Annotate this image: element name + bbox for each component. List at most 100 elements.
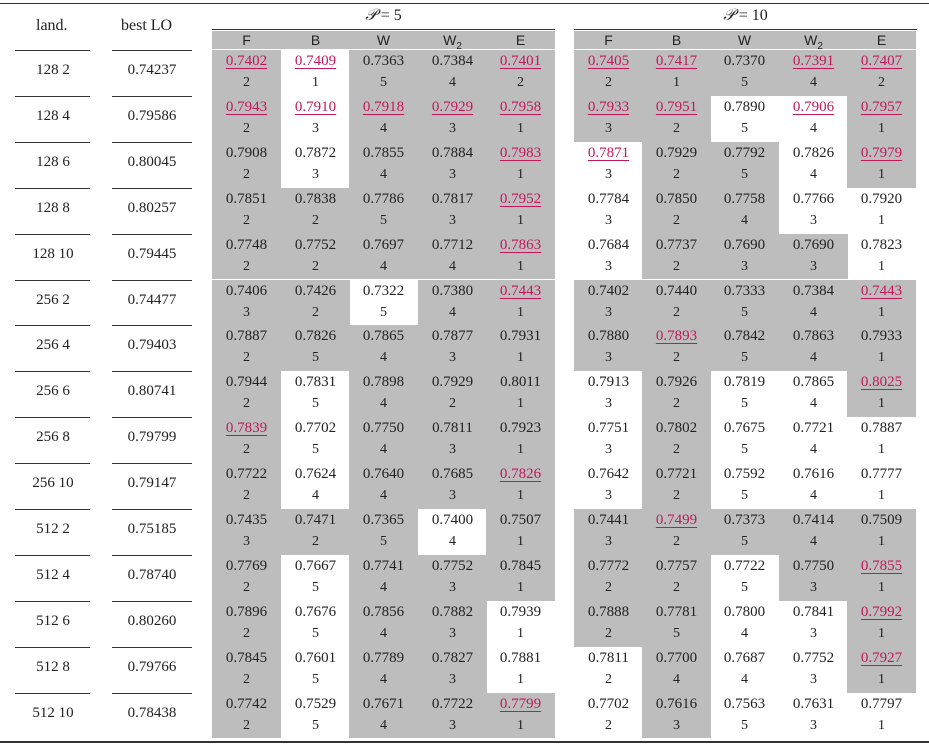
score-cell-p10: 0.7863 4 [779, 325, 848, 372]
score-cell-p10: 0.7784 3 [574, 188, 643, 234]
rank-value: 5 [741, 488, 748, 504]
score-value: 0.7690 [723, 236, 766, 253]
score-value: 0.7758 [723, 190, 766, 207]
landmarks-cell: 256 6 [36, 383, 70, 400]
score-cell-p5: 0.7676 5 [281, 601, 350, 647]
score-value: 0.7877 [431, 328, 474, 345]
rank-value: 2 [243, 488, 250, 504]
score-value: 0.7817 [431, 190, 474, 207]
score-value: 0.7402 [587, 282, 630, 299]
score-value: 0.7443 [860, 282, 903, 299]
score-cell-p10: 0.7893 2 [642, 325, 711, 372]
score-cell-p5: 0.7443 1 [486, 279, 555, 326]
rank-value: 4 [380, 120, 387, 136]
score-cell-p10: 0.7721 2 [642, 463, 711, 509]
score-value: 0.7827 [431, 649, 474, 666]
score-value: 0.7797 [860, 695, 903, 712]
rank-value: 3 [449, 166, 456, 182]
rank-value: 5 [380, 75, 387, 90]
score-value: 0.7402 [225, 53, 268, 69]
rank-value: 4 [312, 488, 319, 504]
score-value: 0.7407 [860, 53, 903, 69]
table-rule [112, 279, 192, 281]
score-cell-p10: 0.7842 5 [710, 325, 779, 372]
score-value: 0.7881 [499, 649, 542, 666]
score-value: 0.7952 [499, 190, 542, 207]
rank-value: 4 [449, 75, 456, 90]
score-cell-p5: 0.7712 4 [418, 233, 487, 280]
score-cell-p5: 0.7983 1 [486, 141, 555, 188]
table-rule [112, 141, 192, 143]
score-value: 0.7471 [294, 512, 337, 528]
score-cell-p10: 0.7781 5 [642, 600, 711, 647]
rank-value: 5 [312, 442, 319, 458]
rank-value: 1 [878, 166, 885, 182]
score-cell-p5: 0.7931 1 [486, 325, 555, 372]
score-value: 0.7789 [362, 649, 405, 666]
rank-value: 1 [517, 212, 524, 228]
rank-value: 3 [449, 625, 456, 641]
rank-value: 1 [517, 166, 524, 182]
score-cell-p10: 0.7933 1 [847, 325, 916, 372]
rank-value: 5 [741, 120, 748, 136]
score-cell-p10: 0.7766 3 [779, 188, 848, 234]
rank-value: 3 [449, 212, 456, 228]
score-value: 0.7616 [655, 695, 698, 712]
method-header-w: W [349, 31, 418, 49]
table-rule [15, 233, 90, 235]
rank-value: 1 [878, 442, 885, 458]
rank-value: 5 [741, 717, 748, 733]
score-cell-p5: 0.7877 3 [418, 325, 487, 372]
score-cell-p5: 0.7884 3 [418, 141, 487, 188]
header-best-lo: best LO [121, 17, 173, 34]
table-rule [15, 463, 90, 465]
rank-value: 3 [605, 212, 612, 228]
score-value: 0.7750 [362, 420, 405, 437]
score-cell-p10: 0.7871 3 [574, 142, 643, 188]
rank-value: 2 [312, 212, 319, 228]
rank-value: 4 [810, 396, 817, 412]
score-value: 0.7906 [792, 98, 835, 115]
rank-value: 1 [878, 534, 885, 549]
score-value: 0.7721 [655, 466, 698, 483]
rank-value: 3 [605, 304, 612, 320]
score-value: 0.7748 [225, 236, 268, 253]
score-cell-p5: 0.7435 3 [212, 509, 281, 555]
score-cell-p10: 0.7750 3 [779, 554, 848, 601]
rank-value: 2 [243, 120, 250, 136]
p-symbol: 𝒫 [365, 5, 377, 24]
score-cell-p10: 0.7384 4 [779, 279, 848, 326]
rank-value: 5 [741, 350, 748, 366]
score-value: 0.7872 [294, 144, 337, 161]
rank-value: 1 [517, 717, 524, 733]
best-lo-cell: 0.79403 [127, 337, 177, 354]
best-lo-cell: 0.79799 [127, 429, 177, 446]
rank-value: 4 [380, 396, 387, 412]
score-value: 0.7845 [499, 557, 542, 574]
score-cell-p5: 0.7752 3 [418, 554, 487, 601]
rank-value: 5 [741, 396, 748, 412]
score-cell-p5: 0.7887 2 [212, 325, 281, 372]
method-label: F [242, 32, 251, 48]
score-value: 0.7802 [655, 420, 698, 437]
group-header-p10: 𝒫 = 10 [574, 5, 917, 25]
score-value: 0.7811 [432, 420, 473, 437]
rank-value: 1 [517, 396, 524, 412]
score-cell-p10: 0.7890 5 [710, 96, 779, 142]
score-value: 0.7697 [362, 236, 405, 253]
score-value: 0.7896 [225, 603, 268, 620]
score-cell-p10: 0.7802 2 [642, 417, 711, 464]
landmarks-cell: 256 2 [36, 291, 70, 308]
score-cell-p5: 0.7855 4 [349, 141, 418, 188]
score-value: 0.7769 [225, 557, 268, 574]
rank-value: 2 [243, 258, 250, 274]
score-value: 0.7751 [587, 420, 630, 437]
rank-value: 5 [380, 304, 387, 320]
rank-value: 1 [878, 396, 885, 412]
score-value: 0.7380 [431, 282, 474, 299]
score-value: 0.7918 [362, 98, 405, 115]
score-value: 0.7923 [499, 420, 542, 437]
score-value: 0.7784 [587, 190, 630, 207]
rank-value: 3 [605, 166, 612, 182]
score-cell-p10: 0.7441 3 [574, 509, 643, 555]
